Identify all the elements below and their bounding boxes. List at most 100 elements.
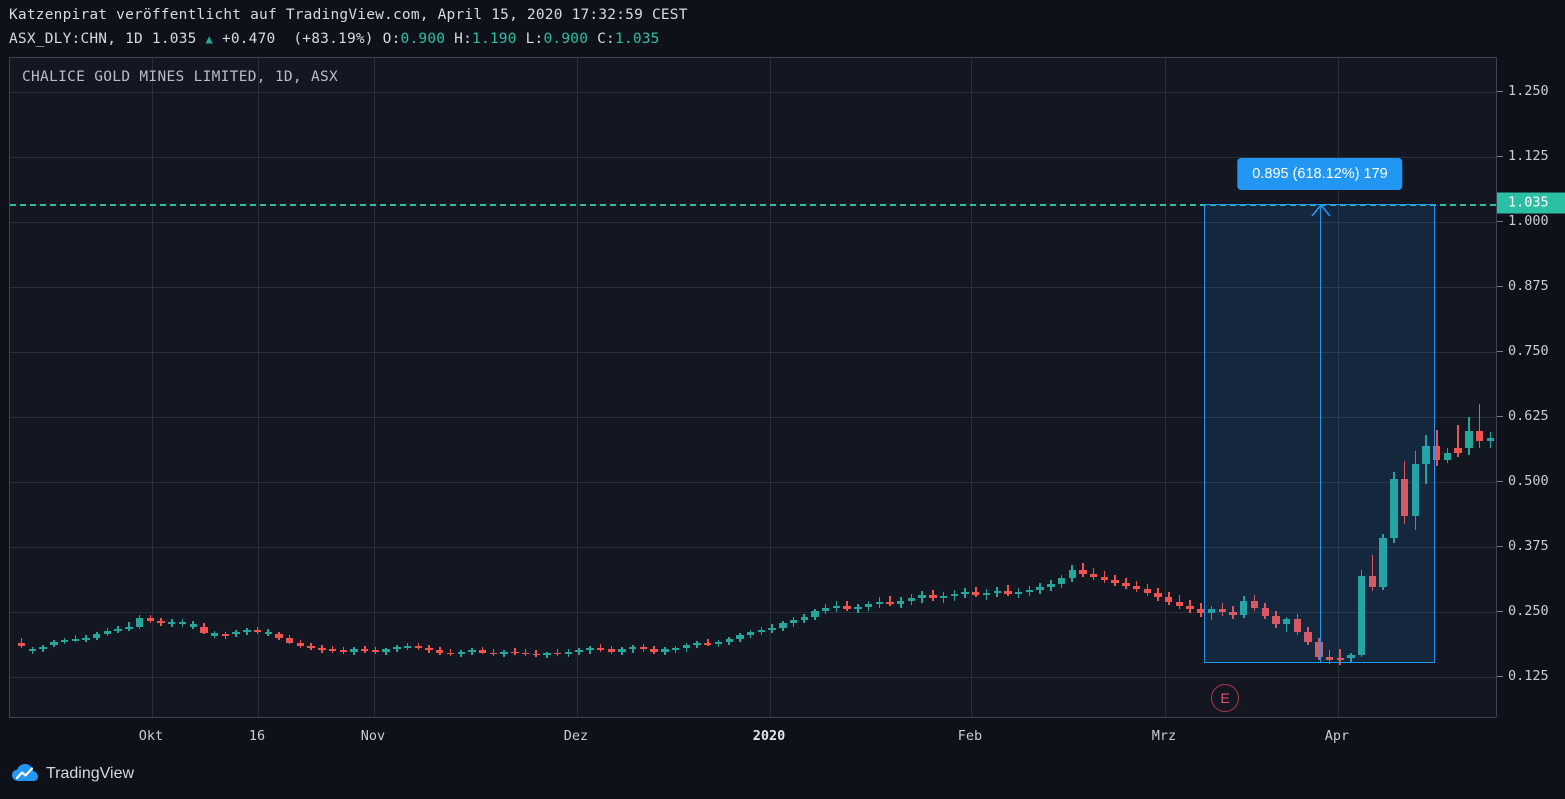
candle-body	[210, 632, 219, 636]
symbol-ticker[interactable]: ASX_DLY:CHN,	[9, 31, 117, 47]
price-tick	[1497, 676, 1503, 677]
candle-body	[639, 647, 648, 650]
candle-wick	[363, 646, 366, 653]
candle-wick	[535, 650, 538, 657]
candle-body	[746, 631, 755, 635]
candle-wick	[599, 644, 602, 652]
price-tick	[1497, 221, 1503, 222]
interval-label[interactable]: 1D	[125, 31, 143, 47]
candle-body	[822, 607, 830, 611]
candle-body	[243, 629, 251, 632]
tradingview-logo[interactable]: TradingView	[12, 764, 134, 784]
candle-body	[436, 650, 444, 653]
candle-body	[146, 618, 155, 622]
candle-wick	[514, 648, 516, 655]
candle-body	[286, 638, 294, 644]
candle-body	[478, 650, 487, 653]
gridline-vertical	[258, 58, 259, 717]
candle-body	[1390, 478, 1398, 539]
time-tick-label: Okt	[138, 728, 164, 744]
candle-body	[939, 596, 948, 599]
candle-body	[1411, 464, 1419, 517]
candle-body	[125, 626, 133, 629]
candle-body	[1282, 619, 1291, 625]
candle-wick	[1082, 563, 1084, 577]
current-price-badge: 1.035	[1497, 192, 1565, 214]
candle-body	[789, 620, 798, 624]
candle-body	[1272, 616, 1280, 625]
gridline-horizontal	[10, 92, 1496, 93]
gridline-vertical	[374, 58, 375, 717]
price-tick	[1497, 351, 1503, 352]
gridline-horizontal	[10, 677, 1496, 678]
gridline-horizontal	[10, 612, 1496, 613]
measurement-selection-box[interactable]	[1204, 203, 1435, 663]
candle-body	[1304, 631, 1312, 643]
candle-body	[350, 649, 358, 652]
candle-body	[779, 623, 787, 628]
candle-body	[1197, 608, 1205, 614]
candle-wick	[1285, 617, 1288, 632]
candle-wick	[1339, 649, 1342, 666]
time-axis[interactable]: Okt 16 Nov Dez 2020 Feb Mrz Apr	[9, 717, 1496, 755]
candle-wick	[974, 587, 977, 598]
candle-body	[178, 622, 187, 625]
candle-body	[114, 628, 122, 631]
chart-canvas[interactable]: CHALICE GOLD MINES LIMITED, 1D, ASX E 0.…	[9, 57, 1496, 717]
candle-body	[1422, 445, 1430, 465]
candle-body	[393, 647, 401, 650]
candle-body	[1004, 591, 1012, 595]
time-tick-label: Dez	[563, 728, 589, 744]
low-label: L:	[525, 31, 544, 47]
candle-body	[929, 595, 937, 599]
candle-body	[1165, 597, 1173, 602]
candle-body	[93, 633, 101, 638]
candle-body	[650, 649, 658, 652]
candle-body	[596, 648, 605, 651]
candle-body	[693, 643, 701, 646]
candle-body	[425, 648, 433, 651]
candle-body	[50, 641, 58, 646]
price-tick	[1497, 286, 1503, 287]
candle-body	[446, 652, 455, 655]
tradingview-brand-label: TradingView	[46, 765, 135, 782]
candle-body	[993, 591, 1001, 594]
candle-body	[554, 652, 562, 655]
candle-body	[1443, 452, 1452, 461]
candle-wick	[1457, 424, 1459, 458]
candle-body	[950, 594, 959, 597]
candle-body	[296, 643, 305, 647]
candle-body	[586, 648, 594, 651]
candle-body	[1293, 619, 1302, 632]
candle-body	[618, 649, 626, 652]
earnings-marker-icon[interactable]: E	[1211, 684, 1239, 712]
candle-wick	[706, 639, 709, 647]
candle-body	[875, 601, 883, 604]
candle-body	[307, 646, 315, 649]
candle-body	[232, 631, 240, 634]
candle-body	[1250, 600, 1259, 608]
open-value: 0.900	[400, 31, 446, 47]
close-value: 1.035	[614, 31, 660, 47]
candle-body	[103, 630, 112, 634]
candle-body	[832, 605, 841, 608]
price-tick-label: 0.375	[1508, 538, 1549, 554]
candle-body	[253, 629, 262, 632]
candle-wick	[1478, 404, 1481, 448]
candle-body	[661, 649, 669, 652]
candle-body	[961, 592, 969, 595]
candle-body	[918, 595, 926, 599]
candle-body	[1057, 577, 1066, 584]
candle-body	[221, 633, 230, 636]
gridline-horizontal	[10, 482, 1496, 483]
price-axis[interactable]: 1.250 1.125 1.000 0.875 0.750 0.625 0.500 0.375…	[1496, 57, 1565, 717]
price-tick	[1497, 91, 1503, 92]
price-tick-label: 0.250	[1508, 603, 1549, 619]
candle-body	[1433, 445, 1441, 461]
gridline-vertical	[1165, 58, 1166, 717]
candle-body	[1207, 608, 1216, 614]
price-tick-label: 0.750	[1508, 343, 1549, 359]
candle-body	[1100, 576, 1109, 580]
candle-body	[39, 647, 47, 650]
candle-body	[543, 652, 551, 655]
